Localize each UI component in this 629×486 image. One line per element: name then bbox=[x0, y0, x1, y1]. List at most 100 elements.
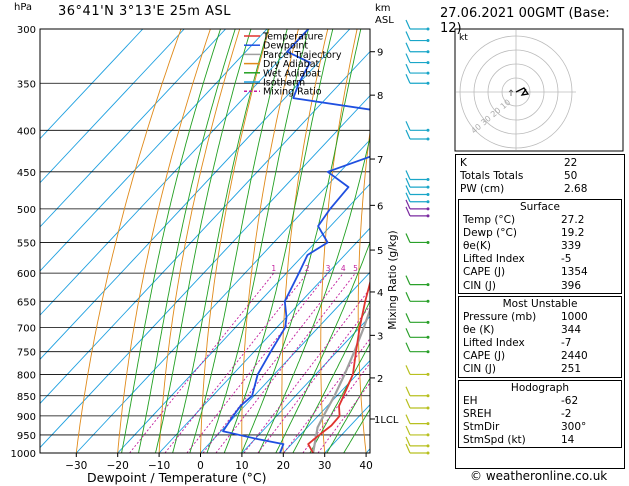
wind-barb-flag bbox=[405, 192, 411, 203]
hodo-index-value: -2 bbox=[561, 407, 572, 420]
wind-barb-dot bbox=[426, 128, 430, 132]
wind-barb-dot bbox=[426, 283, 430, 287]
mixing-ratio-line bbox=[243, 287, 370, 453]
pressure-tick-label: 850 bbox=[17, 392, 36, 403]
isotherm-line bbox=[117, 183, 370, 453]
hodo-index-row: SREH -2 bbox=[459, 408, 621, 421]
wet-adiabat-line bbox=[172, 29, 269, 453]
wind-barb-flag bbox=[405, 53, 411, 63]
wet-adiabat-line bbox=[241, 29, 362, 453]
legend-label: Isotherm bbox=[263, 78, 305, 89]
pressure-tick-label: 1000 bbox=[11, 449, 36, 460]
wind-barb-dot bbox=[426, 137, 430, 141]
wind-barb-dot bbox=[426, 27, 430, 31]
wet-adiabat-line bbox=[275, 241, 370, 453]
isotherm-line bbox=[40, 29, 309, 316]
hodo-index-name: StmSpd (kt) bbox=[463, 434, 526, 447]
wind-barb-dot bbox=[426, 350, 430, 354]
wet-adiabat-line bbox=[326, 377, 370, 453]
unstable-index-value: 1000 bbox=[561, 310, 588, 323]
isotherm-line bbox=[158, 227, 370, 453]
isotherm-line bbox=[200, 271, 370, 453]
temperature-line bbox=[307, 279, 370, 453]
wind-barb-dot bbox=[426, 207, 430, 211]
pressure-tick-label: 650 bbox=[17, 297, 36, 308]
wind-barb-flag bbox=[405, 42, 411, 52]
wind-barb-dot bbox=[426, 200, 430, 204]
wet-adiabat-line bbox=[258, 135, 370, 453]
surface-index-value: 396 bbox=[561, 279, 582, 292]
wind-barb-dot bbox=[426, 444, 430, 448]
mixing-ratio-label: 8 bbox=[380, 264, 385, 273]
unstable-index-value: -7 bbox=[561, 337, 572, 350]
wind-barb-flag bbox=[405, 398, 411, 409]
pressure-tick-label: 800 bbox=[17, 370, 36, 381]
wind-barb-dot bbox=[426, 214, 430, 218]
mixing-ratio-axis-label: Mixing Ratio (g/kg) bbox=[387, 230, 399, 330]
wind-barb-flag bbox=[405, 31, 411, 41]
most-unstable-box: Most Unstable Pressure (mb) 1000 θe (K) 344… bbox=[458, 295, 622, 378]
surface-index-value: 19.2 bbox=[561, 226, 585, 239]
wind-barb-flag bbox=[405, 365, 411, 375]
temp-tick-label: −30 bbox=[65, 460, 87, 472]
basic-index-row: Totals Totals 50 bbox=[456, 170, 624, 183]
pressure-tick-label: 600 bbox=[17, 269, 36, 280]
unstable-index-row: θe (K) 344 bbox=[459, 324, 621, 337]
wind-barb-flag bbox=[405, 170, 411, 180]
dry-adiabat-line bbox=[117, 29, 211, 453]
hodograph-panel bbox=[454, 28, 624, 152]
isotherm-line bbox=[75, 139, 370, 453]
surface-index-name: CAPE (J) bbox=[463, 266, 506, 279]
temp-tick-label: 40 bbox=[359, 460, 372, 472]
surface-index-row: CIN (J) 396 bbox=[459, 280, 621, 293]
legend-label: Dewpoint bbox=[263, 41, 308, 52]
pressure-tick-label: 750 bbox=[17, 348, 36, 359]
temp-tick-label: 0 bbox=[197, 460, 204, 472]
pressure-tick-label: 500 bbox=[17, 205, 36, 216]
hodo-index-name: SREH bbox=[463, 407, 492, 420]
temp-tick-label: 30 bbox=[318, 460, 331, 472]
pressure-tick-label: 900 bbox=[17, 412, 36, 423]
isotherm-line bbox=[40, 95, 370, 449]
wind-barb-flag bbox=[405, 443, 411, 454]
wet-adiabat-line bbox=[309, 342, 370, 453]
unstable-index-row: Lifted Index -7 bbox=[459, 337, 621, 350]
surface-box: Surface Temp (°C) 27.2 Dewp (°C) 19.2 θe(K) 3… bbox=[458, 198, 622, 294]
wind-barb-dot bbox=[426, 335, 430, 339]
basic-index-row: PW (cm) 2.68 bbox=[456, 183, 624, 196]
datetime-title: 27.06.2021 00GMT (Base: 12) bbox=[440, 6, 610, 36]
pressure-tick-label: 400 bbox=[17, 126, 36, 137]
dry-adiabat-line bbox=[430, 17, 452, 470]
temp-tick-label: 20 bbox=[277, 460, 290, 472]
wind-barb-dot bbox=[426, 178, 430, 182]
wet-adiabat-line bbox=[121, 29, 221, 453]
wet-adiabat-line bbox=[155, 29, 252, 453]
wet-adiabat-line bbox=[343, 408, 370, 453]
hodo-index-value: -62 bbox=[561, 394, 579, 407]
pressure-unit-label: hPa bbox=[14, 2, 33, 13]
hodograph-indices-title: Hodograph bbox=[510, 381, 570, 394]
unstable-index-value: 2440 bbox=[561, 350, 588, 363]
mixing-ratio-label: 1 bbox=[271, 264, 276, 273]
wind-barb-flag bbox=[405, 436, 411, 447]
legend-label: Wet Adiabat bbox=[263, 68, 321, 79]
basic-index-name: Totals Totals bbox=[460, 170, 524, 183]
unstable-index-name: CAPE (J) bbox=[463, 350, 506, 363]
unstable-index-value: 251 bbox=[561, 363, 582, 376]
legend-label: Mixing Ratio bbox=[263, 87, 322, 98]
wet-adiabat-line bbox=[292, 300, 370, 453]
wind-barb-flag bbox=[405, 63, 411, 74]
hodo-index-row: EH -62 bbox=[459, 395, 621, 408]
basic-index-name: PW (cm) bbox=[460, 183, 505, 196]
isotherm-line bbox=[40, 50, 370, 405]
unstable-index-row: CIN (J) 251 bbox=[459, 363, 621, 376]
hodograph-indices-box: Hodograph EH -62 SREH -2 StmDir 300° StmSpd (k… bbox=[458, 379, 622, 449]
basic-index-value: 50 bbox=[564, 170, 578, 183]
km-label: km bbox=[375, 3, 391, 14]
hodo-index-name: EH bbox=[463, 394, 478, 407]
wind-barb-flag bbox=[405, 74, 411, 84]
surface-index-value: -5 bbox=[561, 253, 572, 266]
wet-adiabat-line bbox=[138, 29, 236, 453]
wind-barb-flag bbox=[405, 342, 411, 352]
hodograph-trace bbox=[515, 87, 530, 96]
